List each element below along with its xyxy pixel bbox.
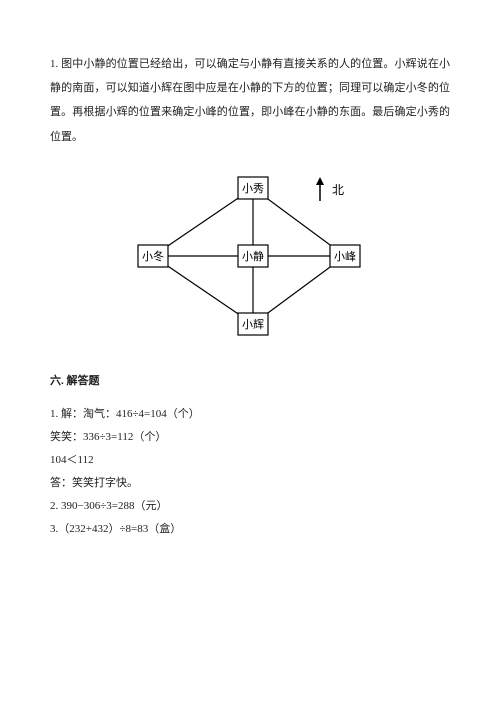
- svg-text:小辉: 小辉: [242, 318, 264, 331]
- svg-text:小冬: 小冬: [142, 249, 164, 263]
- problem-1-text: 1. 图中小静的位置已经给出，可以确定与小静有直接关系的人的位置。小辉说在小静的…: [50, 52, 450, 149]
- section-6-heading: 六. 解答题: [50, 369, 450, 393]
- svg-text:小秀: 小秀: [242, 182, 264, 195]
- position-diagram: 小秀小冬 小静 小峰小辉 北: [120, 167, 380, 347]
- q1-line4: 答：笑笑打字快。: [50, 472, 450, 495]
- q1-line3: 104＜112: [50, 449, 450, 472]
- q1-line1: 1. 解：淘气：416÷4=104（个）: [50, 403, 450, 426]
- q3: 3.（232+432）÷8=83（盒）: [50, 518, 450, 541]
- q1-line2: 笑笑：336÷3=112（个）: [50, 426, 450, 449]
- q2: 2. 390−306÷3=288（元）: [50, 495, 450, 518]
- svg-text:北: 北: [332, 183, 344, 197]
- svg-text:小静: 小静: [242, 249, 264, 263]
- diagram-container: 小秀小冬 小静 小峰小辉 北: [50, 167, 450, 347]
- svg-text:小峰: 小峰: [334, 250, 356, 263]
